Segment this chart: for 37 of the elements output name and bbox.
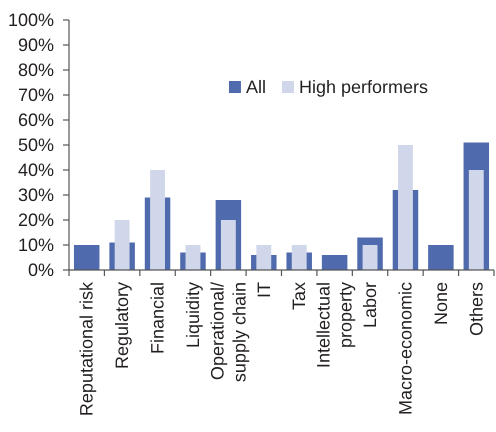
y-tick-label: 100% (8, 10, 54, 30)
x-tick-label: Others (466, 282, 486, 336)
y-tick-label: 50% (18, 135, 54, 155)
y-tick-label: 0% (28, 260, 54, 280)
x-tick-label: Liquidity (182, 282, 203, 348)
x-tick-label: Macro-economic (395, 282, 416, 416)
bar (150, 170, 165, 270)
y-tick-label: 60% (18, 110, 54, 130)
y-tick-label: 80% (18, 60, 54, 80)
bar (114, 220, 130, 270)
x-tick-label: Intellectual property (314, 282, 356, 368)
bar (362, 245, 378, 270)
x-tick-label: None (430, 282, 451, 326)
x-tick-label: Operational/ supply chain (207, 282, 250, 382)
y-tick-label: 10% (18, 235, 54, 255)
x-tick-label: Regulatory (112, 282, 132, 370)
bar (428, 245, 454, 270)
bar (292, 245, 307, 270)
bar (468, 170, 484, 270)
legend-label: All (246, 77, 266, 97)
y-tick-label: 20% (18, 210, 54, 230)
bar (256, 245, 272, 270)
y-tick-label: 30% (18, 185, 54, 205)
bar (322, 255, 348, 270)
x-tick-label: Tax (289, 282, 310, 310)
x-tick-label: IT (254, 282, 274, 298)
x-tick-label: Labor (360, 282, 380, 328)
bar (186, 245, 200, 270)
bar (74, 245, 100, 270)
y-tick-label: 70% (18, 85, 54, 105)
y-tick-label: 90% (18, 35, 54, 55)
x-tick-label: Financial (148, 282, 168, 354)
x-tick-label: Reputational risk (76, 281, 97, 416)
bar (398, 145, 413, 270)
legend-label: High performers (298, 77, 428, 97)
bar (220, 220, 236, 270)
y-tick-label: 40% (18, 160, 54, 180)
